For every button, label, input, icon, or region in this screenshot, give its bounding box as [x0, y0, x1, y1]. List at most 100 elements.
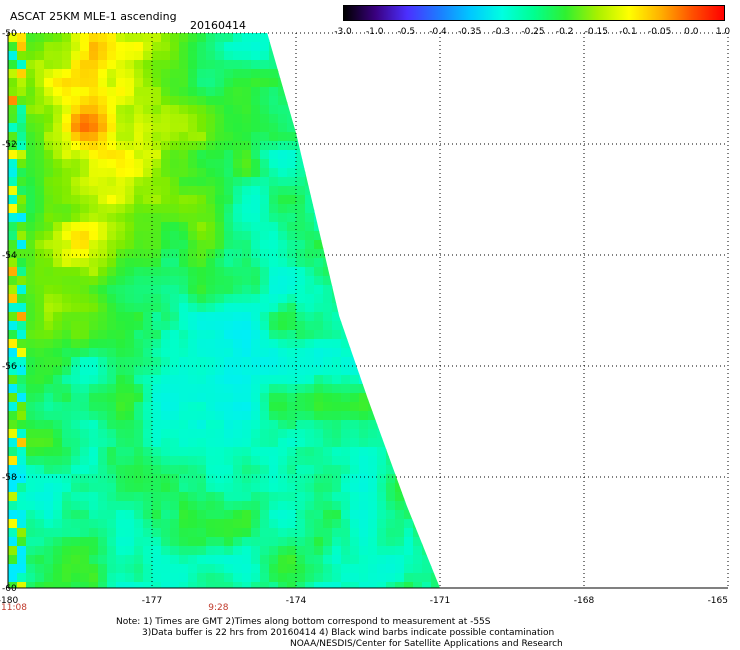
data-cell — [413, 222, 423, 232]
data-cell — [449, 546, 459, 556]
data-cell — [188, 240, 198, 250]
data-cell — [107, 393, 117, 403]
data-cell — [386, 240, 396, 250]
data-cell — [458, 375, 468, 385]
data-cell — [116, 456, 126, 466]
data-cell — [332, 60, 342, 70]
data-cell — [179, 447, 189, 457]
data-cell — [242, 69, 252, 79]
data-cell — [17, 96, 27, 106]
data-cell — [395, 249, 405, 259]
data-cell — [296, 582, 306, 588]
data-cell — [8, 384, 18, 394]
data-cell — [404, 303, 414, 313]
data-cell — [431, 528, 440, 538]
data-cell — [80, 384, 90, 394]
data-cell — [269, 96, 279, 106]
data-cell — [305, 447, 315, 457]
data-cell — [233, 393, 243, 403]
data-cell — [305, 321, 315, 331]
data-cell — [323, 483, 333, 493]
data-cell — [179, 492, 189, 502]
data-cell — [413, 204, 423, 214]
data-cell — [458, 240, 468, 250]
data-cell — [440, 87, 450, 97]
data-cell — [26, 285, 36, 295]
data-cell — [152, 177, 162, 187]
data-cell — [242, 222, 252, 232]
data-cell — [296, 546, 306, 556]
data-cell — [44, 357, 54, 367]
data-cell — [224, 78, 234, 88]
data-cell — [296, 285, 306, 295]
data-cell — [260, 555, 270, 565]
data-cell — [233, 213, 243, 223]
data-cell — [62, 60, 72, 70]
data-cell — [278, 132, 288, 142]
data-cell — [377, 384, 387, 394]
data-cell — [8, 267, 18, 277]
data-cell — [413, 312, 423, 322]
data-cell — [215, 258, 225, 268]
data-cell — [233, 294, 243, 304]
data-cell — [233, 330, 243, 340]
data-cell — [413, 276, 423, 286]
data-cell — [224, 42, 234, 52]
data-cell — [26, 483, 36, 493]
data-cell — [341, 411, 351, 421]
data-cell — [89, 231, 99, 241]
data-cell — [125, 78, 135, 88]
data-cell — [359, 159, 369, 169]
data-cell — [395, 321, 405, 331]
data-cell — [440, 501, 450, 511]
data-cell — [215, 456, 225, 466]
data-cell — [8, 474, 18, 484]
data-cell — [413, 51, 423, 61]
data-cell — [314, 420, 324, 430]
data-cell — [26, 528, 36, 538]
data-cell — [71, 105, 81, 115]
data-cell — [107, 303, 117, 313]
data-cell — [8, 258, 18, 268]
data-cell — [152, 555, 162, 565]
data-cell — [368, 51, 378, 61]
data-cell — [116, 375, 126, 385]
data-cell — [98, 141, 108, 151]
data-cell — [71, 582, 81, 588]
data-cell — [377, 537, 387, 547]
data-cell — [26, 555, 36, 565]
data-cell — [440, 69, 450, 79]
data-cell — [458, 42, 468, 52]
data-cell — [431, 384, 440, 394]
data-cell — [431, 204, 440, 214]
data-cell — [125, 330, 135, 340]
data-cell — [314, 537, 324, 547]
data-cell — [332, 267, 342, 277]
data-cell — [170, 33, 180, 43]
data-cell — [98, 339, 108, 349]
data-cell — [449, 483, 459, 493]
data-cell — [62, 384, 72, 394]
data-cell — [161, 276, 171, 286]
data-cell — [287, 429, 297, 439]
data-cell — [359, 69, 369, 79]
time-label: 9:28 — [208, 603, 228, 613]
data-cell — [251, 492, 261, 502]
data-cell — [179, 96, 189, 106]
data-cell — [242, 78, 252, 88]
data-cell — [125, 42, 135, 52]
data-cell — [188, 249, 198, 259]
data-cell — [17, 132, 27, 142]
data-cell — [107, 168, 117, 178]
data-cell — [62, 447, 72, 457]
data-cell — [449, 420, 459, 430]
data-cell — [431, 159, 440, 169]
data-cell — [233, 474, 243, 484]
data-cell — [287, 69, 297, 79]
data-cell — [98, 465, 108, 475]
data-cell — [305, 474, 315, 484]
data-cell — [62, 51, 72, 61]
data-cell — [53, 267, 63, 277]
data-cell — [224, 348, 234, 358]
data-cell — [260, 582, 270, 588]
